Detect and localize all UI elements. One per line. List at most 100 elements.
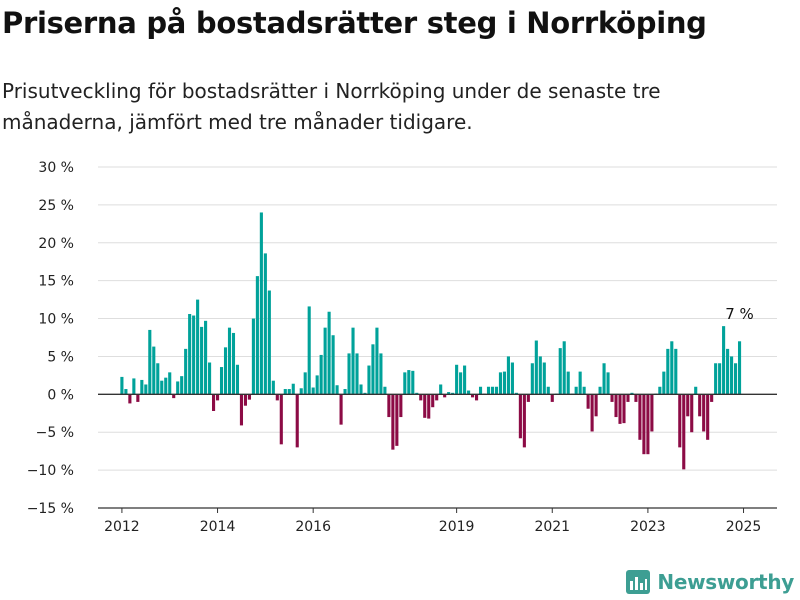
- bar: [303, 372, 307, 395]
- bar: [176, 381, 180, 395]
- bar: [323, 327, 327, 395]
- bar: [582, 386, 586, 395]
- bar: [160, 380, 164, 395]
- bar: [550, 394, 554, 402]
- bar: [343, 389, 347, 395]
- bar: [686, 394, 690, 417]
- bar: [666, 348, 670, 395]
- bar: [196, 299, 200, 395]
- bar: [140, 379, 144, 395]
- bar: [375, 327, 379, 395]
- bars: [120, 212, 742, 470]
- bar: [706, 394, 710, 440]
- bar: [694, 386, 698, 395]
- bar: [618, 394, 622, 424]
- bar: [562, 341, 566, 395]
- bar: [598, 386, 602, 395]
- bar: [467, 390, 471, 395]
- labels: 30 % 25 % 20 % 15 % 10 % 5 % 0 % −5 % −10 % −15 %…: [27, 160, 762, 535]
- bar: [590, 394, 594, 432]
- bar: [514, 392, 518, 395]
- bar: [239, 394, 244, 426]
- bar: [439, 384, 443, 395]
- bar: [208, 362, 212, 395]
- bar: [327, 311, 331, 395]
- bar: [602, 363, 606, 395]
- bar: [726, 348, 730, 395]
- last-value-annotation: 7 %: [725, 305, 754, 323]
- x-tick-label: 2025: [726, 519, 762, 535]
- bar: [558, 348, 562, 395]
- bar: [610, 394, 614, 402]
- bar: [156, 363, 160, 395]
- bar: [443, 394, 447, 398]
- bar: [646, 394, 650, 455]
- bar: [184, 348, 188, 395]
- bar: [315, 375, 319, 395]
- bar: [451, 392, 455, 395]
- bar: [714, 363, 718, 395]
- bar: [319, 354, 323, 395]
- bar: [172, 394, 176, 399]
- bar: [702, 394, 706, 432]
- brand-name: Newsworthy: [657, 570, 794, 594]
- bar: [307, 306, 311, 395]
- bar: [367, 365, 371, 395]
- bar: [638, 394, 642, 440]
- bar: [642, 394, 646, 455]
- bar: [287, 389, 291, 395]
- bar: [674, 348, 678, 395]
- axes: [98, 393, 777, 513]
- bar: [586, 394, 590, 409]
- y-tick-label: 30 %: [38, 160, 74, 176]
- bar: [722, 326, 726, 395]
- bar: [204, 320, 208, 395]
- bar: [530, 363, 534, 395]
- x-tick-label: 2021: [534, 519, 570, 535]
- bar: [455, 364, 459, 395]
- y-tick-label: −15 %: [27, 501, 74, 517]
- bar: [291, 383, 295, 395]
- bar: [478, 386, 483, 395]
- bar: [506, 356, 510, 395]
- bar: [275, 394, 279, 401]
- bar: [136, 394, 140, 402]
- bar: [670, 341, 674, 395]
- newsworthy-logo: Newsworthy: [626, 568, 794, 596]
- bar: [658, 386, 662, 395]
- bar: [522, 394, 526, 448]
- y-tick-label: 5 %: [47, 349, 74, 365]
- bar: [219, 367, 224, 395]
- bar: [132, 378, 136, 395]
- y-tick-label: −5 %: [36, 425, 74, 441]
- bar: [407, 370, 411, 395]
- bar: [737, 341, 742, 395]
- bar: [231, 332, 236, 395]
- bar: [626, 394, 630, 402]
- chart-subtitle: Prisutveckling för bostadsrätter i Norrk…: [2, 79, 661, 134]
- y-tick-label: 10 %: [38, 312, 74, 328]
- bar: [435, 394, 439, 401]
- bar: [279, 394, 283, 445]
- bar: [415, 392, 419, 395]
- bar: [255, 276, 259, 395]
- y-tick-label: 25 %: [38, 198, 74, 214]
- bar: [431, 394, 435, 408]
- bar: [359, 384, 363, 395]
- bar: [391, 394, 395, 450]
- y-tick-label: 20 %: [38, 236, 74, 252]
- x-tick-label: 2012: [104, 519, 140, 535]
- bar: [510, 362, 514, 395]
- y-tick-label: 0 %: [47, 387, 74, 403]
- bar: [283, 389, 287, 395]
- bar: [223, 347, 228, 395]
- bar: [148, 329, 152, 395]
- bar: [188, 314, 192, 395]
- bar: [606, 372, 610, 395]
- bar: [164, 377, 168, 395]
- bar: [423, 394, 427, 418]
- bar: [502, 371, 506, 395]
- bar: [542, 362, 546, 395]
- bar: [379, 353, 383, 395]
- bar: [299, 388, 303, 395]
